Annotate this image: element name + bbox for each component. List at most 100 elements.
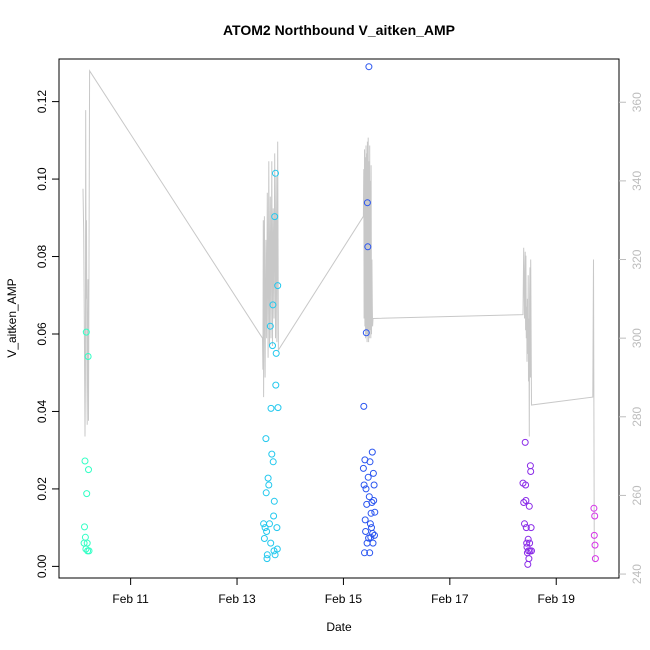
scatter-point — [366, 520, 374, 528]
y-axis-label: V_aitken_AMP — [5, 278, 19, 357]
scatter-point — [269, 342, 276, 350]
scatter-point — [263, 528, 271, 535]
y-tick-label: 0.10 — [35, 167, 49, 191]
scatter-point — [368, 448, 376, 456]
scatter-point — [272, 169, 279, 177]
scatter-point — [590, 504, 598, 512]
scatter-point — [362, 329, 370, 337]
scatter-point — [525, 502, 533, 510]
scatter-point — [360, 481, 368, 489]
x-tick-label: Feb 17 — [431, 592, 469, 606]
scatter-point — [262, 489, 270, 497]
scatter-point — [269, 301, 277, 309]
scatter-point — [526, 462, 534, 470]
scatter-point — [268, 450, 276, 458]
y2-tick-label: 260 — [630, 485, 644, 505]
scatter-point — [274, 282, 282, 290]
scatter-point — [361, 549, 368, 557]
y-tick-label: 0.04 — [35, 399, 49, 423]
scatter-point — [272, 381, 280, 389]
scatter-point — [368, 524, 375, 532]
scatter-point — [362, 485, 370, 493]
scatter-point — [525, 555, 533, 563]
y-tick-label: 0.08 — [35, 245, 49, 269]
scatter-point — [369, 469, 377, 477]
x-axis-label: Date — [326, 620, 352, 634]
scatter-point — [263, 551, 271, 559]
scatter-point — [522, 481, 530, 489]
scatter-point — [262, 435, 270, 443]
scatter-point — [520, 499, 528, 506]
y2-tick-label: 240 — [630, 564, 644, 584]
scatter-point — [591, 541, 599, 549]
scatter-point — [274, 404, 282, 412]
y2-axis-right: 240 260 280 300 320 340 360 — [619, 92, 644, 584]
scatter-point — [81, 533, 89, 541]
scatter-point — [590, 531, 598, 539]
x-tick-label: Feb 11 — [112, 592, 149, 606]
scatter-point — [521, 438, 529, 446]
scatter-point — [524, 535, 532, 543]
plot-frame — [58, 58, 620, 579]
scatter-point — [83, 490, 91, 498]
x-tick-label: Feb 15 — [325, 592, 363, 606]
scatter-point — [270, 512, 278, 520]
scatter-point — [263, 555, 271, 563]
scatter-point — [367, 533, 375, 541]
scatter-point — [267, 539, 275, 547]
scatter-point — [527, 524, 535, 532]
scatter-points — [80, 63, 599, 568]
chart-title: ATOM2 Northbound V_aitken_AMP — [223, 22, 455, 38]
scatter-point — [370, 481, 378, 489]
scatter-point — [261, 524, 269, 532]
y-tick-label: 0.00 — [35, 554, 49, 578]
scatter-point — [591, 555, 599, 563]
scatter-point — [85, 547, 93, 555]
scatter-point — [266, 520, 273, 528]
scatter-point — [524, 560, 532, 568]
x-tick-label: Feb 13 — [218, 592, 256, 606]
scatter-point — [526, 539, 534, 547]
scatter-point — [270, 497, 278, 505]
scatter-point — [269, 458, 277, 466]
y2-tick-label: 320 — [630, 249, 644, 269]
scatter-point — [81, 523, 88, 531]
scatter-point — [522, 524, 530, 532]
scatter-point — [523, 539, 531, 547]
y2-tick-label: 280 — [630, 406, 644, 426]
scatter-point — [528, 547, 535, 555]
scatter-point — [260, 520, 268, 528]
scatter-point — [83, 539, 91, 547]
scatter-point — [264, 474, 272, 482]
scatter-point — [266, 322, 274, 330]
scatter-point — [527, 468, 535, 475]
scatter-point — [82, 328, 90, 336]
scatter-point — [367, 509, 375, 517]
y-tick-label: 0.06 — [35, 322, 49, 346]
scatter-point — [521, 520, 528, 528]
scatter-point — [272, 349, 280, 357]
scatter-point — [522, 497, 530, 504]
scatter-point — [366, 458, 374, 466]
scatter-point — [271, 213, 279, 221]
scatter-point — [360, 402, 368, 410]
scatter-point — [371, 508, 379, 516]
scatter-point — [591, 512, 599, 520]
x-axis: Feb 11 Feb 13 Feb 15 Feb 17 Feb 19 — [112, 578, 575, 606]
x-tick-label: Feb 19 — [538, 592, 576, 606]
y2-tick-label: 340 — [630, 171, 644, 191]
scatter-point — [369, 539, 377, 547]
y-tick-label: 0.02 — [35, 477, 49, 501]
scatter-point — [366, 549, 374, 557]
scatter-point — [365, 63, 373, 71]
y-axis: 0.00 0.02 0.04 0.06 0.08 0.10 0.12 — [35, 90, 59, 578]
scatter-point — [267, 404, 275, 412]
scatter-point — [81, 457, 89, 465]
scatter-point — [370, 497, 378, 504]
scatter-point — [363, 199, 371, 207]
scatter-point — [371, 531, 378, 539]
scatter-point — [364, 243, 372, 251]
scatter-point — [362, 528, 370, 535]
